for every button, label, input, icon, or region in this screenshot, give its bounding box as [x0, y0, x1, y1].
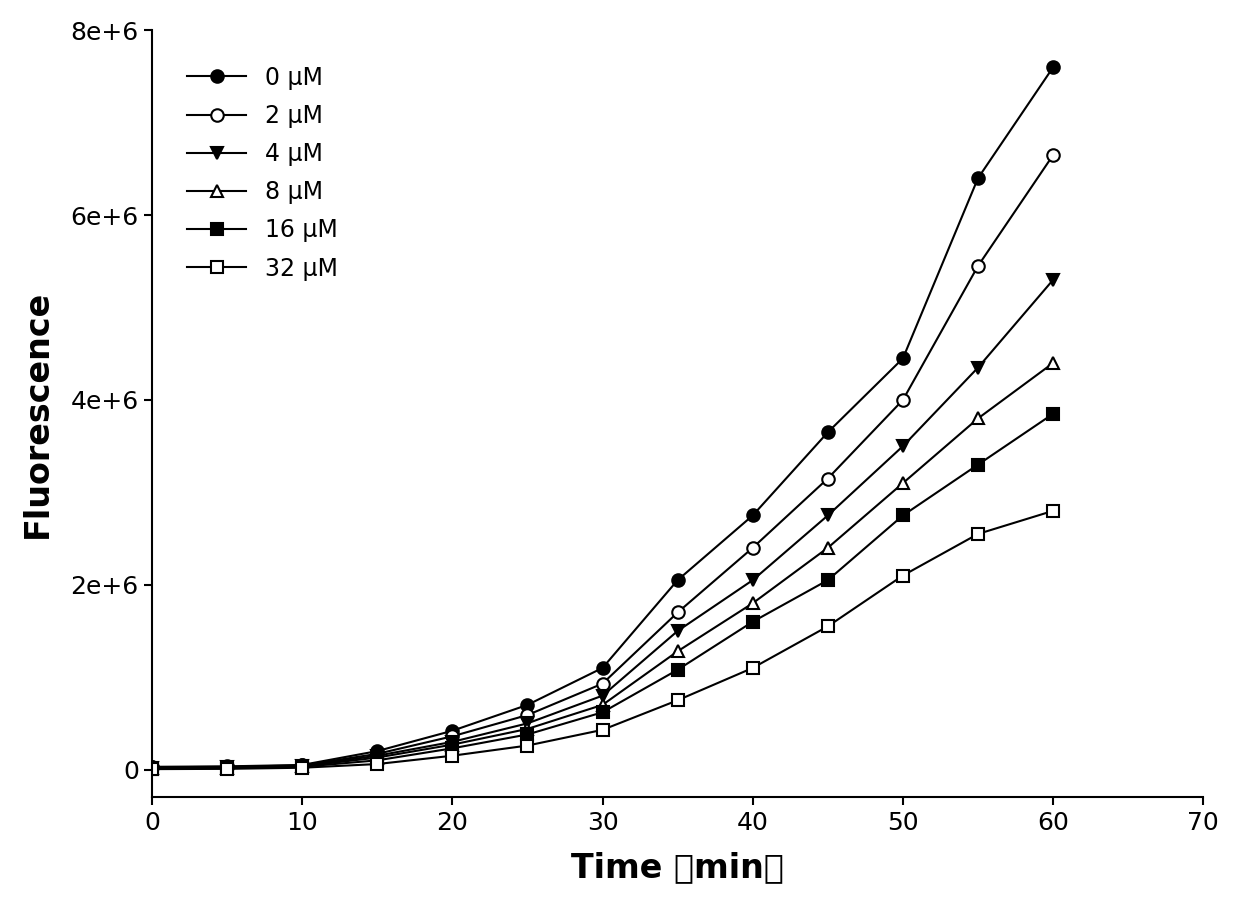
0 μM [295, 759, 310, 770]
0 μM [445, 725, 460, 736]
2 μM [595, 678, 610, 689]
0 μM [971, 173, 986, 184]
0 μM [520, 700, 534, 710]
0 μM [370, 746, 384, 757]
0 μM [145, 761, 160, 772]
Line: 0 μM: 0 μM [145, 61, 1059, 773]
32 μM [595, 724, 610, 735]
32 μM [1045, 505, 1060, 516]
4 μM [219, 762, 234, 773]
8 μM [670, 646, 684, 657]
Line: 4 μM: 4 μM [145, 273, 1059, 774]
8 μM [895, 478, 910, 489]
2 μM [971, 261, 986, 272]
4 μM [295, 760, 310, 771]
8 μM [370, 752, 384, 763]
Line: 8 μM: 8 μM [145, 357, 1059, 775]
2 μM [219, 761, 234, 772]
0 μM [1045, 62, 1060, 72]
4 μM [145, 762, 160, 773]
16 μM [895, 510, 910, 521]
0 μM [821, 427, 836, 438]
32 μM [670, 695, 684, 706]
Line: 2 μM: 2 μM [145, 148, 1059, 774]
2 μM [1045, 149, 1060, 160]
X-axis label: Time （min）: Time （min） [572, 852, 784, 884]
8 μM [520, 723, 534, 734]
0 μM [219, 761, 234, 772]
32 μM [520, 740, 534, 751]
2 μM [895, 395, 910, 405]
4 μM [821, 510, 836, 521]
4 μM [370, 750, 384, 761]
0 μM [745, 510, 760, 521]
16 μM [670, 664, 684, 675]
16 μM [745, 616, 760, 627]
2 μM [520, 710, 534, 720]
2 μM [670, 607, 684, 618]
8 μM [595, 700, 610, 710]
4 μM [520, 718, 534, 729]
32 μM [219, 764, 234, 775]
8 μM [445, 739, 460, 750]
8 μM [295, 761, 310, 772]
16 μM [520, 729, 534, 740]
8 μM [821, 542, 836, 553]
32 μM [370, 758, 384, 769]
4 μM [445, 737, 460, 748]
4 μM [745, 575, 760, 586]
32 μM [745, 662, 760, 673]
16 μM [595, 707, 610, 718]
32 μM [971, 529, 986, 539]
16 μM [370, 755, 384, 766]
2 μM [821, 473, 836, 484]
2 μM [145, 762, 160, 773]
8 μM [1045, 357, 1060, 368]
16 μM [295, 761, 310, 772]
32 μM [445, 750, 460, 761]
4 μM [1045, 274, 1060, 285]
16 μM [971, 459, 986, 470]
32 μM [895, 570, 910, 581]
8 μM [145, 763, 160, 774]
32 μM [145, 764, 160, 775]
2 μM [445, 731, 460, 742]
4 μM [595, 691, 610, 701]
4 μM [895, 441, 910, 452]
16 μM [1045, 408, 1060, 419]
2 μM [295, 760, 310, 771]
2 μM [370, 748, 384, 759]
0 μM [595, 662, 610, 673]
2 μM [745, 542, 760, 553]
16 μM [821, 575, 836, 586]
4 μM [971, 362, 986, 373]
0 μM [670, 575, 684, 586]
16 μM [145, 763, 160, 774]
Line: 32 μM: 32 μM [145, 505, 1059, 776]
32 μM [821, 621, 836, 632]
Y-axis label: Fluorescence: Fluorescence [21, 290, 53, 538]
4 μM [670, 625, 684, 636]
8 μM [971, 413, 986, 424]
8 μM [745, 598, 760, 609]
8 μM [219, 762, 234, 773]
32 μM [295, 762, 310, 773]
Legend: 0 μM, 2 μM, 4 μM, 8 μM, 16 μM, 32 μM: 0 μM, 2 μM, 4 μM, 8 μM, 16 μM, 32 μM [176, 54, 350, 292]
16 μM [219, 763, 234, 774]
Line: 16 μM: 16 μM [145, 407, 1059, 775]
0 μM [895, 353, 910, 364]
16 μM [445, 743, 460, 754]
